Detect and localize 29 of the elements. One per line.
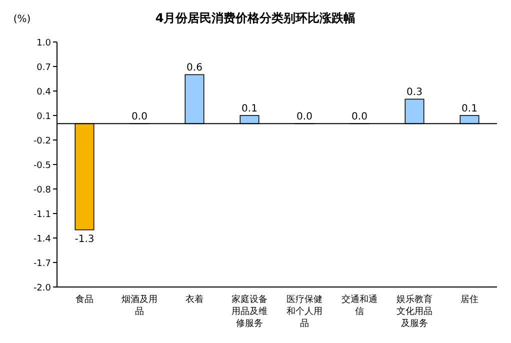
- x-tick-label: 交通和通信: [342, 294, 378, 317]
- y-tick-label: -0.8: [33, 186, 52, 196]
- x-tick-label: 居住: [460, 294, 478, 305]
- y-tick-label: -1.4: [33, 234, 52, 244]
- data-label: 0.1: [242, 104, 258, 114]
- x-tick-label: 烟酒及用品: [122, 294, 158, 317]
- x-tick-label: 食品: [76, 294, 94, 305]
- data-label: 0.6: [186, 62, 202, 74]
- y-axis-title: (%): [13, 14, 31, 25]
- y-tick-label: -2.0: [33, 284, 52, 294]
- data-label: 0.1: [462, 104, 478, 114]
- y-tick-label: -1.7: [33, 259, 51, 269]
- y-tick-label: 0.4: [36, 88, 52, 98]
- data-label: -1.3: [74, 234, 94, 245]
- y-tick-label: 0.1: [36, 112, 51, 122]
- data-label: 0.0: [352, 112, 368, 123]
- y-tick-label: -0.2: [33, 136, 51, 146]
- data-label: 0.3: [406, 87, 422, 98]
- x-tick-label: 医疗保健和个人用品: [286, 294, 322, 329]
- chart-title: 4月份居民消费价格分类别环比涨跌幅: [155, 11, 356, 25]
- x-tick-label: 家庭设备用品及维修服务: [232, 294, 268, 329]
- x-tick-label: 娱乐教育文化用品及服务: [396, 294, 432, 329]
- data-label: 0.0: [296, 112, 312, 123]
- data-label: 0.0: [132, 112, 148, 123]
- y-tick-label: -0.5: [33, 161, 51, 171]
- x-tick-label: 衣着: [186, 294, 204, 305]
- y-tick-label: 1.0: [36, 38, 52, 48]
- y-tick-label: -1.1: [33, 210, 51, 220]
- y-tick-label: 0.7: [36, 63, 51, 73]
